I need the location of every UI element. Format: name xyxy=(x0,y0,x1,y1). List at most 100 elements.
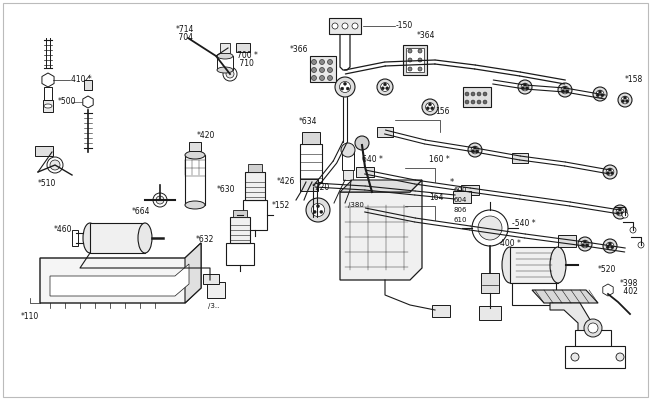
Circle shape xyxy=(418,58,422,62)
Circle shape xyxy=(223,67,237,81)
Text: *364: *364 xyxy=(417,31,436,40)
Circle shape xyxy=(562,90,564,93)
Circle shape xyxy=(431,107,434,110)
Circle shape xyxy=(311,76,316,80)
Text: 610: 610 xyxy=(454,217,467,223)
Bar xyxy=(343,170,353,180)
Circle shape xyxy=(226,70,234,78)
Text: *520: *520 xyxy=(598,266,616,274)
Text: *632: *632 xyxy=(196,236,214,244)
Circle shape xyxy=(616,212,620,215)
Circle shape xyxy=(426,107,429,110)
Bar xyxy=(510,247,558,283)
Text: 600: 600 xyxy=(454,187,467,193)
Circle shape xyxy=(607,246,609,249)
Circle shape xyxy=(311,68,316,72)
Circle shape xyxy=(521,87,525,90)
Bar xyxy=(406,48,424,72)
Circle shape xyxy=(600,94,603,97)
Circle shape xyxy=(578,237,592,251)
Circle shape xyxy=(342,23,348,29)
Circle shape xyxy=(344,82,346,85)
Circle shape xyxy=(471,150,475,153)
Polygon shape xyxy=(340,32,350,70)
Circle shape xyxy=(518,80,532,94)
Text: 156: 156 xyxy=(435,107,449,116)
Circle shape xyxy=(468,143,482,157)
Circle shape xyxy=(377,79,393,95)
Circle shape xyxy=(622,100,624,103)
Bar xyxy=(44,87,52,100)
Bar xyxy=(453,191,471,203)
Circle shape xyxy=(385,87,389,90)
Polygon shape xyxy=(42,73,54,87)
Polygon shape xyxy=(340,180,422,280)
Text: 806: 806 xyxy=(454,207,467,213)
Text: *460: *460 xyxy=(54,226,72,234)
Bar xyxy=(217,56,233,70)
Circle shape xyxy=(561,86,569,94)
Circle shape xyxy=(327,60,333,64)
Polygon shape xyxy=(550,303,592,336)
Bar xyxy=(356,167,374,177)
Text: 400 *: 400 * xyxy=(500,238,521,248)
Circle shape xyxy=(383,83,387,86)
Circle shape xyxy=(327,76,333,80)
Circle shape xyxy=(311,203,325,217)
Circle shape xyxy=(609,242,611,245)
Circle shape xyxy=(596,90,604,98)
Bar xyxy=(329,18,361,34)
Bar xyxy=(300,179,318,191)
Circle shape xyxy=(340,82,350,92)
Circle shape xyxy=(620,212,624,215)
Circle shape xyxy=(483,100,487,104)
Circle shape xyxy=(616,208,624,216)
Text: 700 *: 700 * xyxy=(237,52,258,60)
Text: -540 *: -540 * xyxy=(512,218,536,228)
Text: *: * xyxy=(450,178,454,188)
Circle shape xyxy=(571,353,579,361)
Circle shape xyxy=(588,323,598,333)
Circle shape xyxy=(311,60,316,64)
Circle shape xyxy=(418,49,422,53)
Bar xyxy=(461,185,479,195)
Circle shape xyxy=(475,150,478,153)
Bar xyxy=(207,282,225,298)
Circle shape xyxy=(153,193,167,207)
Ellipse shape xyxy=(185,201,205,209)
Circle shape xyxy=(422,99,438,115)
Bar xyxy=(377,127,393,137)
Circle shape xyxy=(381,83,389,91)
Circle shape xyxy=(622,212,628,218)
Circle shape xyxy=(584,319,602,337)
Bar xyxy=(342,150,354,170)
Circle shape xyxy=(581,244,585,247)
Bar xyxy=(463,87,491,107)
Text: *500: *500 xyxy=(58,98,77,106)
Text: *398: *398 xyxy=(620,280,639,288)
Circle shape xyxy=(581,240,589,248)
Circle shape xyxy=(156,196,164,204)
Ellipse shape xyxy=(138,223,152,253)
Circle shape xyxy=(340,87,344,90)
Text: *420: *420 xyxy=(197,131,215,140)
Circle shape xyxy=(564,86,566,89)
Circle shape xyxy=(606,168,614,176)
Circle shape xyxy=(558,83,572,97)
Ellipse shape xyxy=(44,104,52,108)
Ellipse shape xyxy=(217,67,233,73)
Circle shape xyxy=(346,87,350,90)
Bar xyxy=(90,223,145,253)
Bar xyxy=(432,305,450,317)
Text: *152: *152 xyxy=(272,202,290,210)
Ellipse shape xyxy=(550,247,566,283)
Bar xyxy=(43,100,53,112)
Bar xyxy=(302,132,320,144)
Bar xyxy=(236,43,250,52)
Text: *510: *510 xyxy=(38,180,57,188)
Circle shape xyxy=(355,136,369,150)
Text: *366: *366 xyxy=(290,44,308,54)
Polygon shape xyxy=(50,264,189,296)
Text: 164: 164 xyxy=(429,193,443,202)
Bar xyxy=(220,43,230,53)
